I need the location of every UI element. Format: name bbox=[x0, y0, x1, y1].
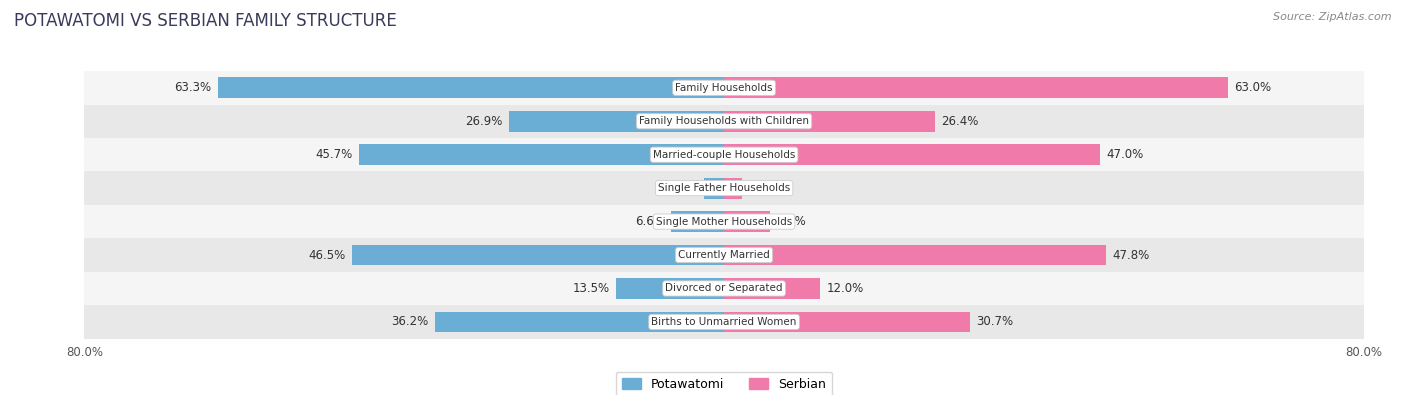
Text: 36.2%: 36.2% bbox=[391, 316, 429, 328]
Text: Divorced or Separated: Divorced or Separated bbox=[665, 284, 783, 293]
Text: Currently Married: Currently Married bbox=[678, 250, 770, 260]
Text: 46.5%: 46.5% bbox=[308, 248, 346, 261]
Text: 2.5%: 2.5% bbox=[668, 182, 697, 195]
Text: Births to Unmarried Women: Births to Unmarried Women bbox=[651, 317, 797, 327]
Bar bbox=[724, 278, 820, 299]
Bar bbox=[84, 138, 1364, 171]
Text: 13.5%: 13.5% bbox=[572, 282, 610, 295]
Text: 5.7%: 5.7% bbox=[776, 215, 806, 228]
Bar bbox=[616, 278, 724, 299]
Text: 6.6%: 6.6% bbox=[636, 215, 665, 228]
Text: Single Mother Households: Single Mother Households bbox=[657, 216, 792, 227]
Bar bbox=[359, 144, 724, 165]
Bar bbox=[724, 77, 1227, 98]
Bar bbox=[84, 71, 1364, 105]
Text: 47.0%: 47.0% bbox=[1107, 148, 1143, 161]
Bar bbox=[218, 77, 724, 98]
Bar bbox=[724, 111, 935, 132]
Bar bbox=[671, 211, 724, 232]
Bar bbox=[724, 312, 970, 332]
Text: POTAWATOMI VS SERBIAN FAMILY STRUCTURE: POTAWATOMI VS SERBIAN FAMILY STRUCTURE bbox=[14, 12, 396, 30]
Bar bbox=[704, 178, 724, 199]
Bar bbox=[724, 144, 1099, 165]
Text: 26.9%: 26.9% bbox=[465, 115, 502, 128]
Text: 63.0%: 63.0% bbox=[1234, 81, 1271, 94]
Bar bbox=[509, 111, 724, 132]
Text: Married-couple Households: Married-couple Households bbox=[652, 150, 796, 160]
Text: Source: ZipAtlas.com: Source: ZipAtlas.com bbox=[1274, 12, 1392, 22]
Bar bbox=[724, 178, 742, 199]
Text: 47.8%: 47.8% bbox=[1112, 248, 1150, 261]
Text: 63.3%: 63.3% bbox=[174, 81, 211, 94]
Bar bbox=[84, 238, 1364, 272]
Text: 45.7%: 45.7% bbox=[315, 148, 353, 161]
Text: Family Households: Family Households bbox=[675, 83, 773, 93]
Bar bbox=[84, 205, 1364, 238]
Text: 26.4%: 26.4% bbox=[942, 115, 979, 128]
Bar bbox=[724, 211, 769, 232]
Text: Single Father Households: Single Father Households bbox=[658, 183, 790, 193]
Legend: Potawatomi, Serbian: Potawatomi, Serbian bbox=[616, 372, 832, 395]
Bar bbox=[84, 272, 1364, 305]
Bar bbox=[724, 245, 1107, 265]
Bar bbox=[84, 171, 1364, 205]
Text: 30.7%: 30.7% bbox=[976, 316, 1014, 328]
Bar bbox=[434, 312, 724, 332]
Bar bbox=[84, 105, 1364, 138]
Bar bbox=[84, 305, 1364, 339]
Bar bbox=[353, 245, 724, 265]
Text: 12.0%: 12.0% bbox=[827, 282, 863, 295]
Text: Family Households with Children: Family Households with Children bbox=[640, 116, 808, 126]
Text: 2.2%: 2.2% bbox=[748, 182, 778, 195]
